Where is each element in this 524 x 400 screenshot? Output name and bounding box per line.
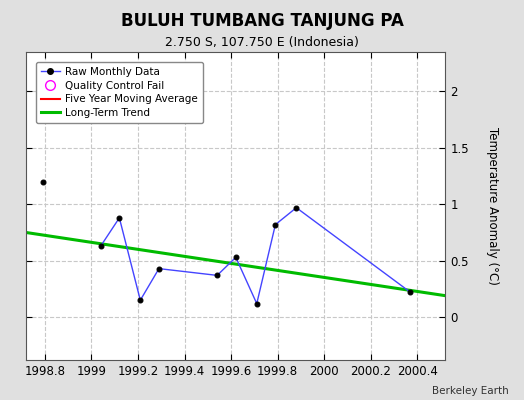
Text: 2.750 S, 107.750 E (Indonesia): 2.750 S, 107.750 E (Indonesia) (165, 36, 359, 49)
Legend: Raw Monthly Data, Quality Control Fail, Five Year Moving Average, Long-Term Tren: Raw Monthly Data, Quality Control Fail, … (36, 62, 203, 123)
Text: BULUH TUMBANG TANJUNG PA: BULUH TUMBANG TANJUNG PA (121, 12, 403, 30)
Y-axis label: Temperature Anomaly (°C): Temperature Anomaly (°C) (486, 127, 498, 285)
Text: Berkeley Earth: Berkeley Earth (432, 386, 508, 396)
